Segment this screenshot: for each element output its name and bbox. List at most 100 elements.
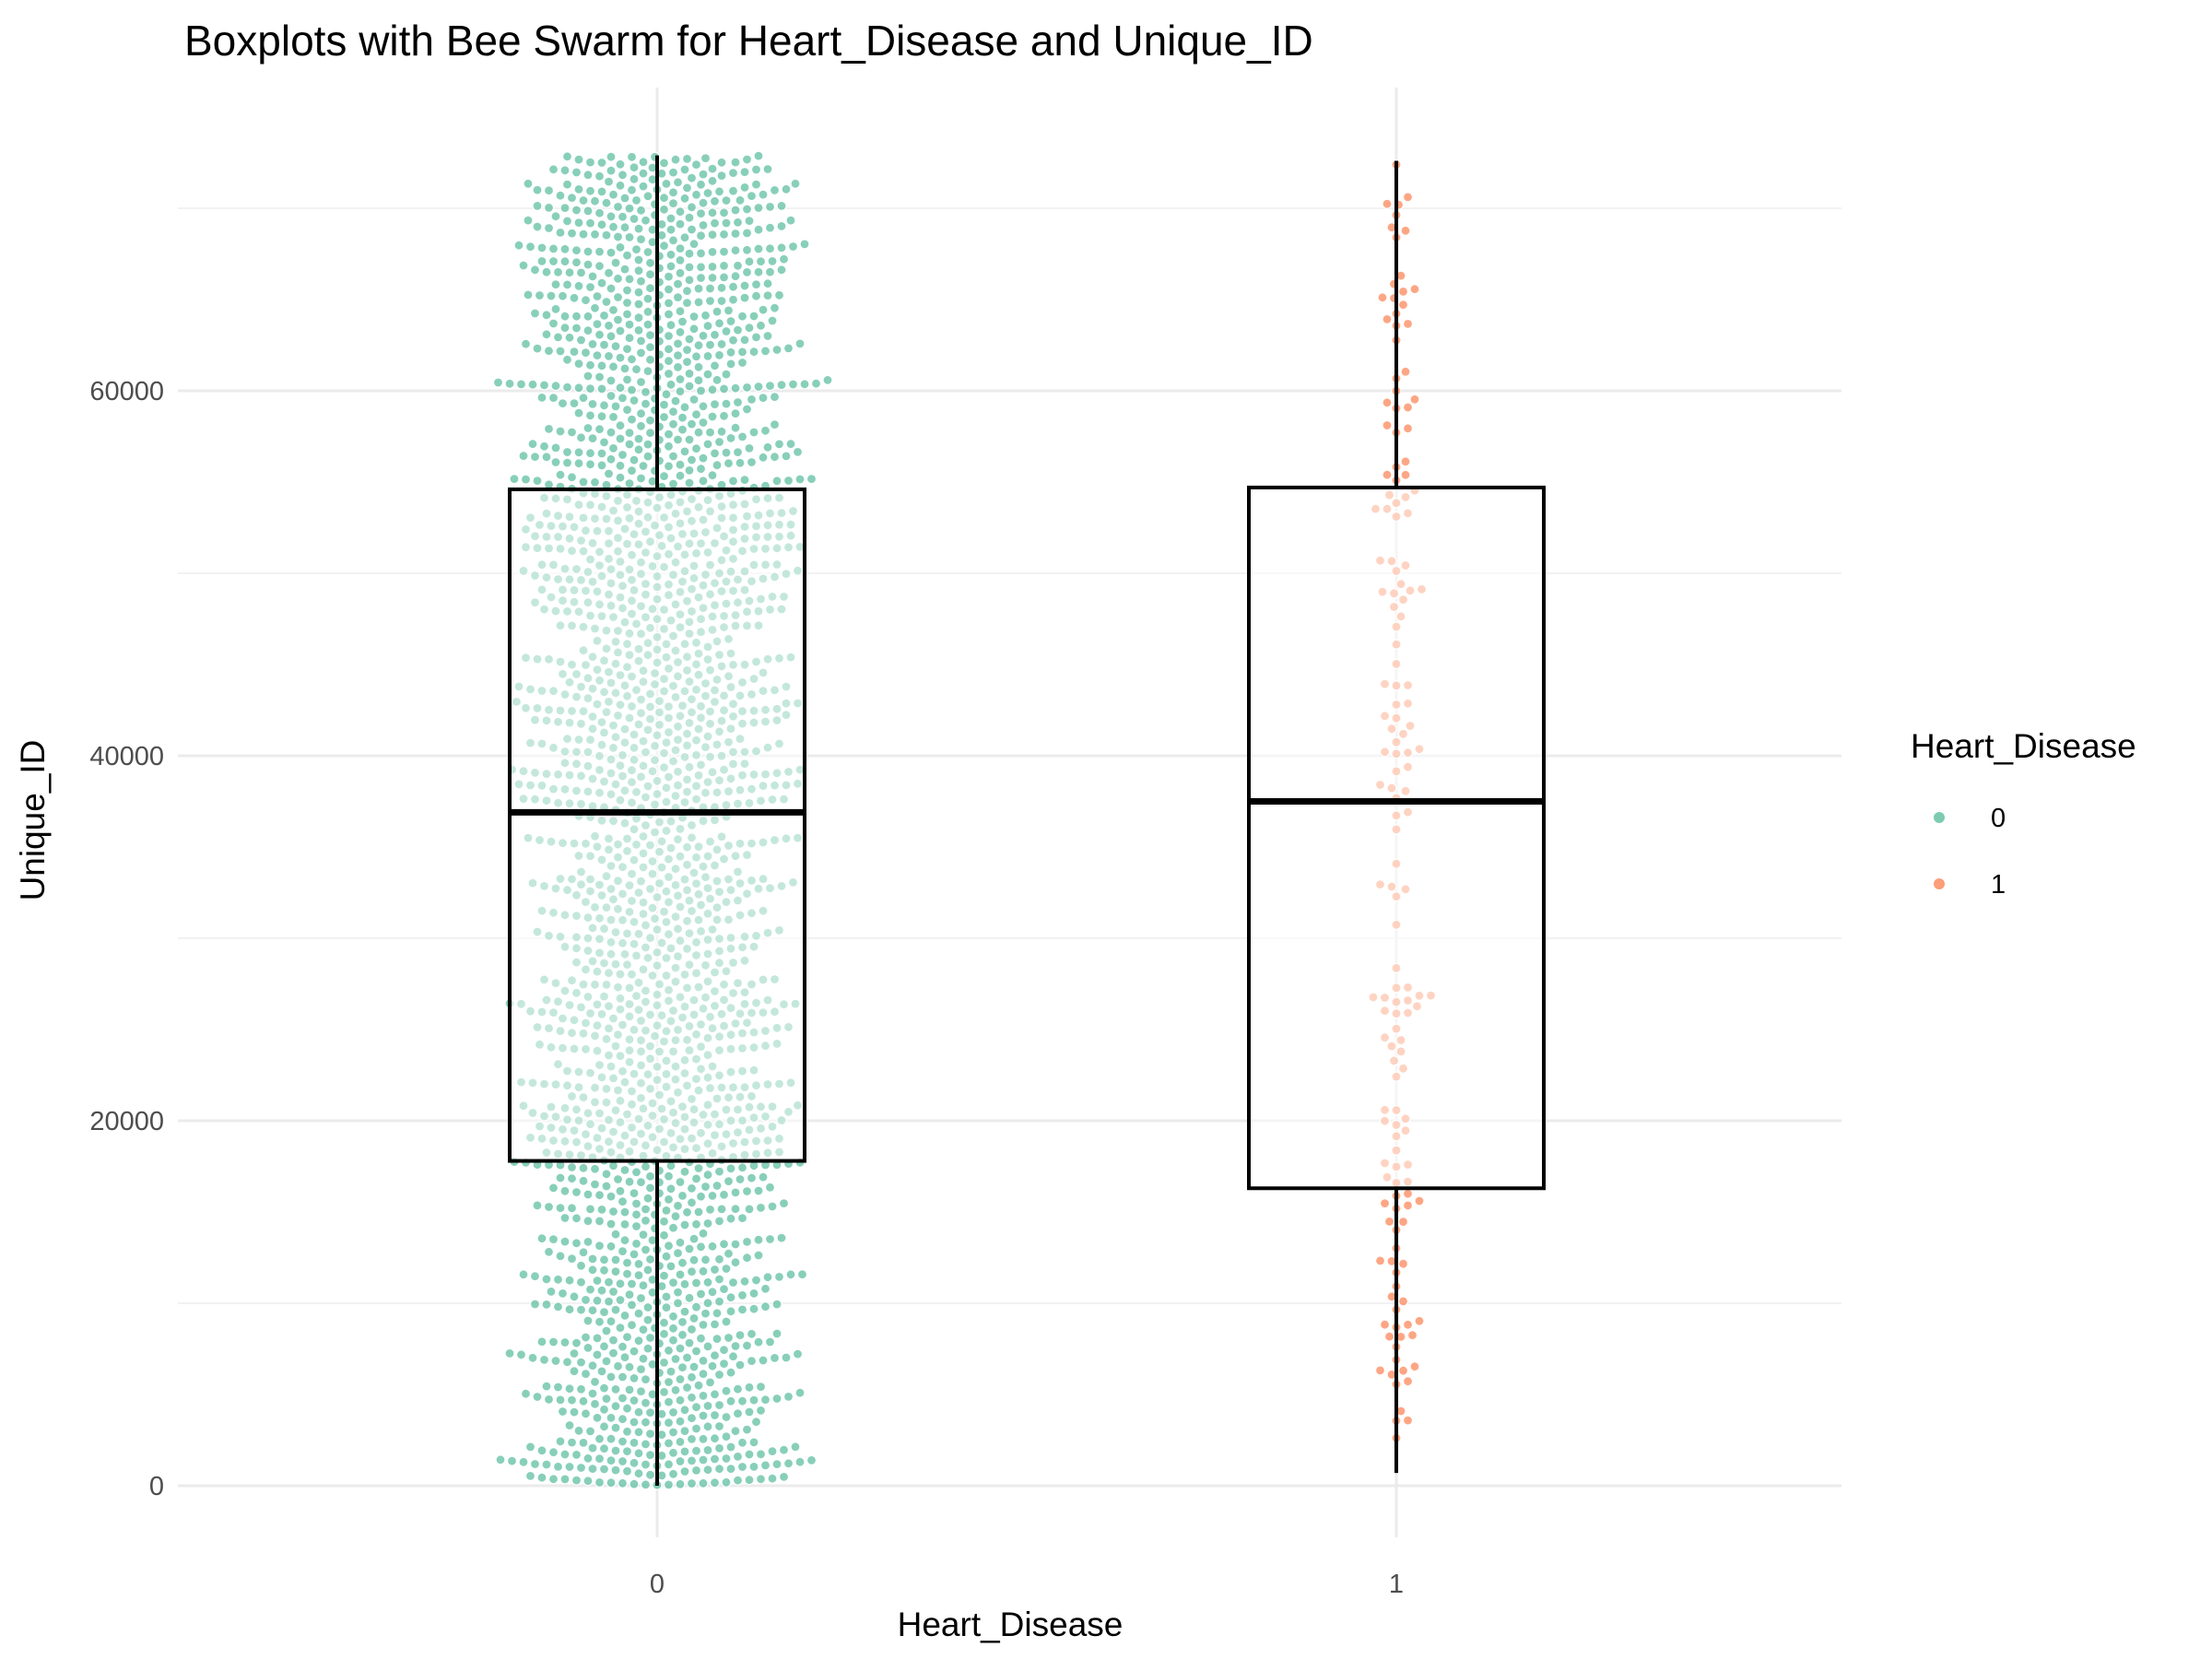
swarm-point: [667, 406, 679, 418]
swarm-point: [640, 386, 652, 397]
swarm-point: [598, 1421, 610, 1432]
swarm-point: [688, 1312, 700, 1324]
swarm-point: [606, 1371, 617, 1382]
swarm-point: [615, 180, 626, 191]
swarm-point: [606, 453, 617, 465]
swarm-point: [672, 1287, 684, 1298]
swarm-point: [665, 224, 677, 235]
swarm-point: [578, 229, 589, 240]
swarm-point: [718, 272, 730, 283]
swarm-point: [594, 1240, 606, 1252]
swarm-point: [725, 1306, 736, 1317]
swarm-point: [594, 424, 606, 435]
swarm-point: [610, 1254, 621, 1265]
swarm-point: [638, 460, 649, 472]
swarm-point: [644, 1332, 656, 1344]
swarm-point: [730, 382, 741, 394]
swarm-point: [1397, 1296, 1409, 1307]
swarm-point: [541, 1381, 552, 1392]
swarm-point: [686, 224, 698, 235]
swarm-point: [693, 283, 704, 294]
swarm-point: [665, 249, 677, 260]
swarm-point: [658, 1357, 670, 1369]
swarm-point: [621, 1445, 633, 1457]
swarm-point: [730, 228, 741, 240]
swarm-point: [561, 151, 573, 162]
swarm-point: [707, 1241, 718, 1252]
swarm-point: [629, 1372, 640, 1384]
swarm-point: [764, 243, 776, 254]
swarm-point: [663, 461, 675, 472]
swarm-point: [601, 1169, 612, 1180]
swarm-point: [665, 1183, 677, 1194]
swarm-point: [736, 1461, 748, 1473]
swarm-point: [658, 470, 670, 482]
swarm-point: [589, 195, 601, 206]
swarm-point: [739, 335, 750, 346]
swarm-point: [713, 1166, 725, 1177]
swarm-point: [624, 333, 635, 344]
swarm-point: [629, 1394, 640, 1406]
swarm-point: [690, 1423, 702, 1434]
swarm-point: [629, 1346, 640, 1357]
swarm-point: [607, 411, 619, 422]
swarm-point: [792, 1348, 804, 1359]
swarm-point: [635, 408, 647, 419]
swarm-point: [723, 1332, 735, 1344]
swarm-point: [690, 1465, 702, 1477]
swarm-point: [663, 368, 675, 380]
swarm-point: [624, 1361, 635, 1372]
swarm-point: [709, 360, 721, 371]
swarm-point: [739, 167, 750, 178]
swarm-point: [640, 1417, 652, 1428]
swarm-point: [1402, 1415, 1414, 1426]
swarm-point: [594, 1190, 606, 1201]
swarm-point: [603, 468, 615, 479]
swarm-point: [612, 1360, 624, 1371]
swarm-point: [725, 1463, 736, 1475]
swarm-point: [658, 1317, 670, 1328]
swarm-point: [771, 1299, 782, 1310]
swarm-point: [642, 246, 653, 258]
swarm-point: [561, 1357, 573, 1368]
swarm-point: [707, 229, 718, 241]
swarm-point: [712, 460, 723, 471]
swarm-point: [736, 1437, 748, 1448]
swarm-point: [758, 189, 769, 200]
swarm-point: [557, 290, 569, 301]
swarm-point: [762, 290, 773, 301]
swarm-point: [753, 243, 764, 254]
swarm-point: [596, 1204, 607, 1216]
swarm-point: [524, 1470, 536, 1482]
swarm-point: [566, 1253, 578, 1265]
swarm-point: [536, 1233, 547, 1244]
swarm-point: [755, 1449, 767, 1460]
swarm-point: [644, 1469, 656, 1480]
swarm-point: [612, 231, 624, 242]
swarm-point: [606, 211, 617, 222]
swarm-point: [610, 1465, 621, 1476]
swarm-point: [663, 330, 675, 342]
swarm-point: [640, 1479, 652, 1490]
swarm-point: [725, 347, 736, 358]
swarm-point: [667, 478, 679, 489]
swarm-point: [630, 194, 642, 206]
swarm-point: [635, 473, 647, 484]
swarm-point: [615, 241, 626, 253]
swarm-point: [773, 1271, 785, 1283]
swarm-point: [690, 1445, 702, 1456]
swarm-point: [725, 315, 736, 327]
swarm-point: [552, 332, 564, 343]
swarm-point: [684, 1243, 695, 1254]
swarm-point: [592, 1333, 603, 1344]
swarm-point: [580, 295, 592, 306]
swarm-point: [661, 1291, 672, 1302]
swarm-point: [640, 1397, 652, 1408]
swarm-point: [663, 1376, 675, 1388]
swarm-point: [546, 1286, 557, 1298]
swarm-point: [661, 389, 672, 400]
swarm-point: [681, 286, 693, 297]
swarm-point: [582, 259, 594, 270]
swarm-point: [663, 1194, 675, 1206]
swarm-point: [758, 452, 769, 463]
